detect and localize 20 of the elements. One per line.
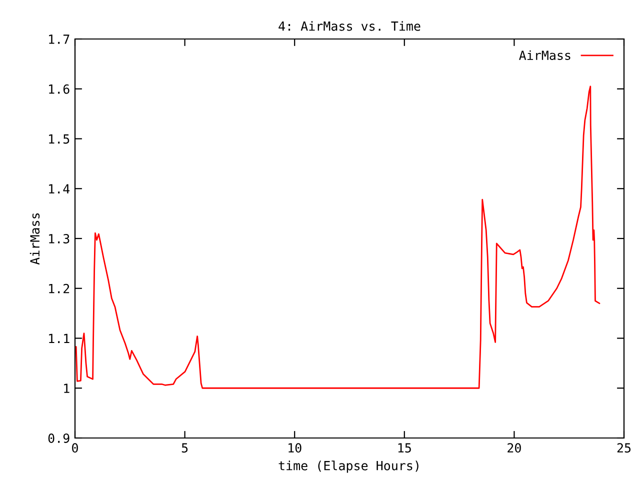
x-tick-label: 0 xyxy=(72,443,78,453)
y-tick-label: 1.2 xyxy=(49,284,70,294)
legend-label: AirMass xyxy=(519,50,570,60)
x-tick-label: 20 xyxy=(508,443,521,453)
y-tick-label: 1.4 xyxy=(49,184,70,194)
y-tick-label: 0.9 xyxy=(48,434,70,443)
chart-title: 4: AirMass vs. Time xyxy=(278,21,420,31)
y-axis-title: AirMass xyxy=(30,213,40,265)
x-tick-label: 25 xyxy=(617,443,631,453)
x-tick-label: 15 xyxy=(398,443,411,453)
x-axis-title: time (Elapse Hours) xyxy=(278,460,418,473)
x-tick-label: 10 xyxy=(288,443,302,453)
y-tick-label: 1.3 xyxy=(49,234,70,244)
y-tick-label: 1.6 xyxy=(49,84,70,94)
x-tick-label: 5 xyxy=(182,443,188,453)
y-tick-label: 1.7 xyxy=(49,34,70,44)
y-tick-label: 1.5 xyxy=(49,134,70,144)
line-series xyxy=(75,86,600,389)
y-tick-label: 1 xyxy=(64,384,70,393)
y-tick-label: 1.1 xyxy=(49,334,70,344)
